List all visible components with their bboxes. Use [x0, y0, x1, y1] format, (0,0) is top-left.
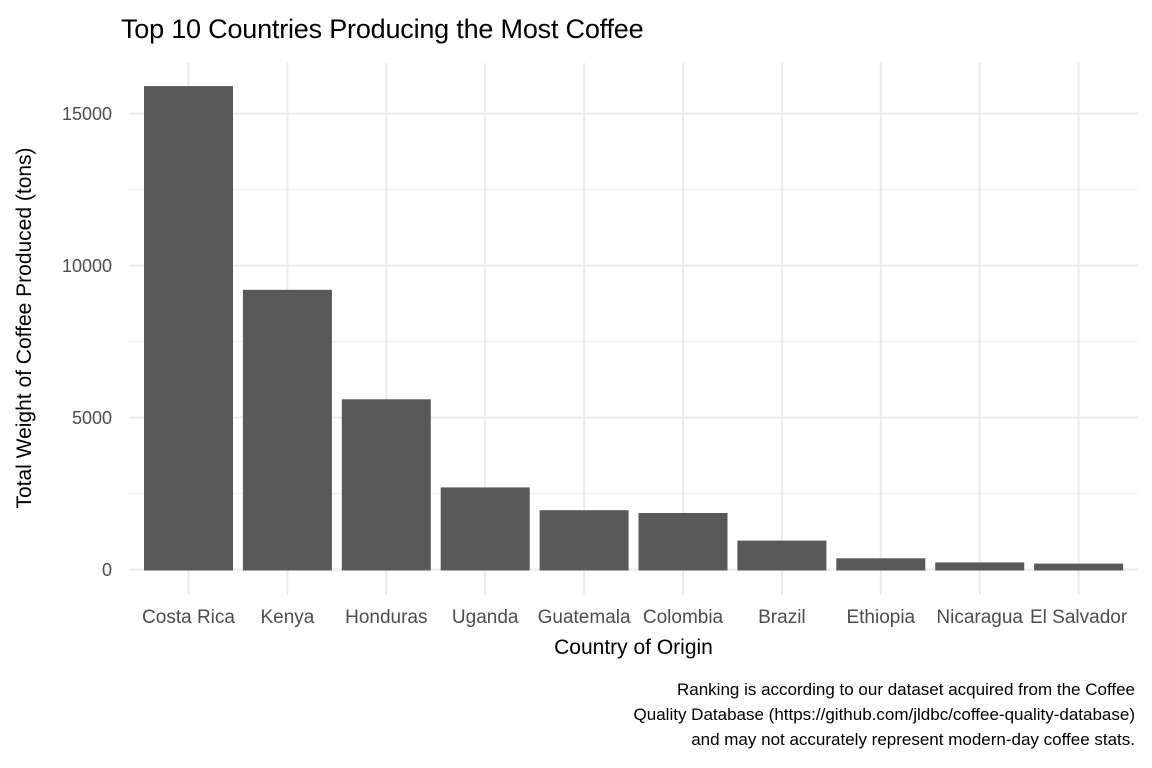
- y-tick-label-0: 0: [101, 559, 112, 580]
- bar-colombia: [638, 513, 728, 571]
- x-tick-label-colombia: Colombia: [642, 607, 724, 628]
- bar-brazil: [737, 540, 827, 571]
- x-tick-label-brazil: Brazil: [758, 607, 806, 628]
- bar-costa-rica: [144, 86, 233, 571]
- x-tick-label-nicaragua: Nicaragua: [936, 607, 1023, 628]
- x-axis-title: Country of Origin: [554, 636, 713, 659]
- x-tick-label-kenya: Kenya: [260, 607, 315, 628]
- bar-ethiopia: [836, 558, 926, 571]
- bar-guatemala: [539, 510, 629, 571]
- x-tick-label-guatemala: Guatemala: [537, 607, 631, 628]
- bar-el-salvador: [1034, 563, 1124, 571]
- x-tick-label-ethiopia: Ethiopia: [846, 607, 916, 628]
- x-tick-label-costa-rica: Costa Rica: [142, 607, 235, 628]
- bar-honduras: [341, 399, 431, 571]
- bar-nicaragua: [935, 562, 1025, 571]
- x-tick-label-el-salvador: El Salvador: [1030, 607, 1128, 628]
- bar-kenya: [242, 289, 332, 571]
- y-tick-label-5000: 5000: [71, 407, 112, 428]
- y-tick-label-15000: 15000: [61, 103, 112, 124]
- chart-title: Top 10 Countries Producing the Most Coff…: [121, 14, 644, 44]
- x-tick-label-uganda: Uganda: [451, 607, 519, 628]
- bar-uganda: [440, 487, 530, 571]
- y-axis-title: Total Weight of Coffee Produced (tons): [13, 147, 36, 509]
- y-tick-label-10000: 10000: [61, 255, 112, 276]
- x-tick-label-honduras: Honduras: [345, 607, 428, 628]
- caption-line-1: Ranking is according to our dataset acqu…: [676, 680, 1135, 699]
- caption-line-2: Quality Database (https://github.com/jld…: [633, 705, 1135, 724]
- caption-line-3: and may not accurately represent modern-…: [691, 730, 1135, 749]
- chart-caption: Ranking is according to our dataset acqu…: [634, 677, 1135, 752]
